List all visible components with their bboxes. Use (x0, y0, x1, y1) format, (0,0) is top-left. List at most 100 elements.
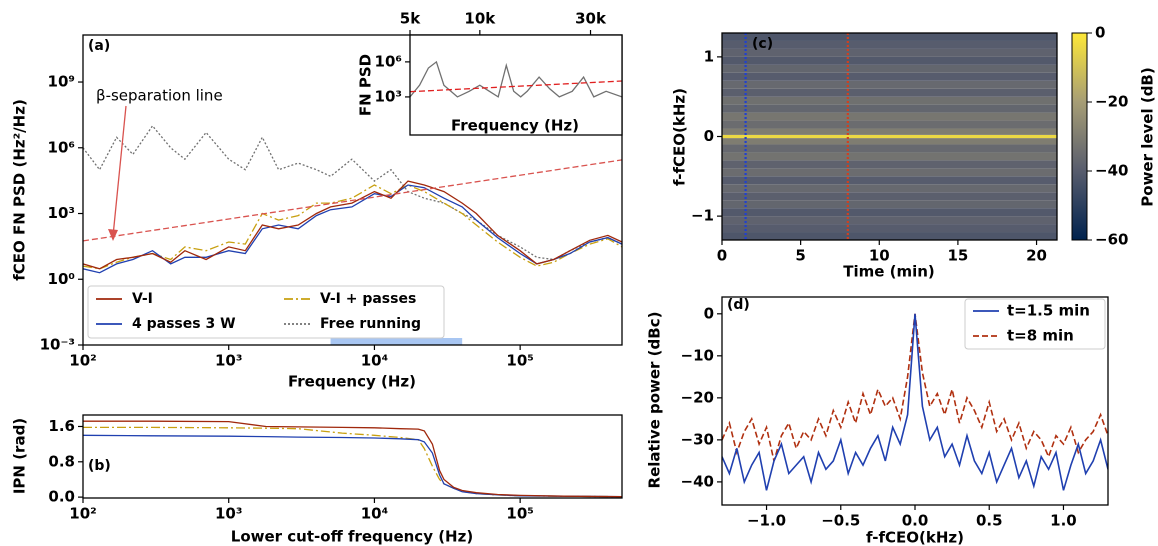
x-axis-label: Frequency (Hz) (451, 117, 579, 135)
plot-area (722, 313, 1108, 491)
heat-cell (722, 80, 1057, 89)
x-tick-label: 20 (1026, 247, 1047, 265)
y-tick-label: 10⁻³ (40, 336, 75, 354)
heat-cell (722, 72, 1057, 81)
legend-box (964, 298, 1106, 350)
y-axis-label: f-fCEO(kHz) (671, 88, 689, 186)
panel-label: (a) (88, 38, 110, 54)
heat-cell (722, 56, 1057, 65)
series-line (83, 159, 622, 242)
colorbar-tick-label: −60 (1095, 231, 1128, 249)
y-axis-label: fCEO FN PSD (Hz²/Hz) (11, 99, 29, 281)
heat-cell (722, 112, 1057, 121)
x-tick-label: −0.5 (821, 512, 860, 530)
y-tick-label: 0.8 (48, 452, 75, 470)
x-tick-label: 10² (69, 505, 96, 523)
y-tick-label: 10⁰ (48, 270, 75, 288)
panel-label: (c) (752, 36, 773, 52)
y-tick-label: 1.6 (48, 417, 75, 435)
x-tick-label: 5 (795, 247, 805, 265)
axes-frame (82, 34, 623, 346)
heat-cell (722, 224, 1057, 233)
series-line (83, 434, 622, 498)
x-tick-label: −1.0 (747, 512, 786, 530)
y-tick-label: 0 (704, 304, 714, 322)
heat-cell (722, 88, 1057, 97)
heat-cell (722, 192, 1057, 201)
x-axis-label: Time (min) (843, 263, 935, 281)
heat-cell (722, 208, 1057, 217)
x-axis-label: Lower cut-off frequency (Hz) (231, 528, 473, 546)
colorbar-label: Power level (dB) (1139, 67, 1157, 206)
heat-cell (722, 216, 1057, 225)
highlight-span (330, 338, 463, 345)
heat-cell (722, 134, 1057, 139)
legend-label: 4 passes 3 W (132, 316, 236, 332)
x-tick-label: 0.0 (902, 512, 929, 530)
heat-cell (722, 104, 1057, 113)
colorbar-tick-label: −40 (1095, 162, 1128, 180)
panel-label: (d) (727, 297, 750, 313)
arrow-head (108, 229, 118, 241)
heat-cell (722, 232, 1057, 240)
y-tick-label: 10⁹ (48, 73, 75, 91)
heat-cell (722, 64, 1057, 73)
y-tick-label: 10⁶ (375, 52, 402, 70)
axes-frame (82, 414, 623, 499)
y-axis-label: Relative power (dBc) (646, 312, 664, 489)
legend-label: V-I + passes (320, 291, 416, 307)
x-tick-label: 10k (464, 10, 496, 28)
y-axis-label: FN PSD (357, 54, 375, 116)
heat-cell (722, 152, 1057, 161)
x-tick-label: 10⁴ (361, 505, 388, 523)
x-tick-label: 10⁴ (361, 352, 388, 370)
y-axis-label: IPN (rad) (11, 418, 29, 494)
x-tick-label: 5k (400, 10, 421, 28)
heat-cell (722, 48, 1057, 57)
series-line (410, 80, 622, 93)
x-tick-label: 10³ (215, 352, 242, 370)
colorbar-tick-label: 0 (1095, 24, 1105, 42)
series-line (83, 426, 622, 498)
y-tick-label: −40 (681, 472, 714, 490)
x-tick-label: 30k (575, 10, 607, 28)
x-axis-label: Frequency (Hz) (288, 373, 416, 391)
series-line (83, 124, 622, 261)
colorbar-tick-label: −20 (1095, 93, 1128, 111)
series-line (722, 313, 1108, 491)
x-tick-label: 0 (717, 247, 727, 265)
x-tick-label: 10 (869, 247, 890, 265)
heat-cell (722, 96, 1057, 105)
y-tick-label: 1 (704, 47, 714, 65)
x-tick-label: 10³ (215, 505, 242, 523)
heat-cell (722, 168, 1057, 177)
x-tick-label: 1.0 (1050, 512, 1077, 530)
x-tick-label: 10² (69, 352, 96, 370)
heat-cell (722, 120, 1057, 129)
colorbar (1071, 32, 1088, 241)
annotation-arrow (112, 105, 127, 237)
heat-cell (722, 184, 1057, 193)
y-tick-label: 10⁶ (48, 138, 75, 156)
y-tick-label: −30 (681, 430, 714, 448)
axes-frame (409, 34, 623, 136)
series-line (83, 180, 622, 270)
panel-label: (b) (88, 458, 111, 474)
heat-cell (722, 138, 1057, 145)
legend-label: t=1.5 min (1007, 302, 1090, 320)
plot-area (83, 420, 622, 498)
heat-cell (722, 128, 1057, 135)
heat-cell (722, 200, 1057, 209)
series-line (83, 184, 622, 270)
x-tick-label: 15 (947, 247, 968, 265)
legend-label: V-I (132, 291, 153, 307)
y-tick-label: 0 (704, 127, 714, 145)
heat-cell (722, 144, 1057, 153)
x-tick-label: 10⁵ (506, 505, 533, 523)
legend-label: Free running (320, 316, 421, 332)
inset-background (410, 35, 622, 135)
annotation: β-separation line (96, 87, 223, 105)
y-tick-label: −1 (691, 207, 714, 225)
